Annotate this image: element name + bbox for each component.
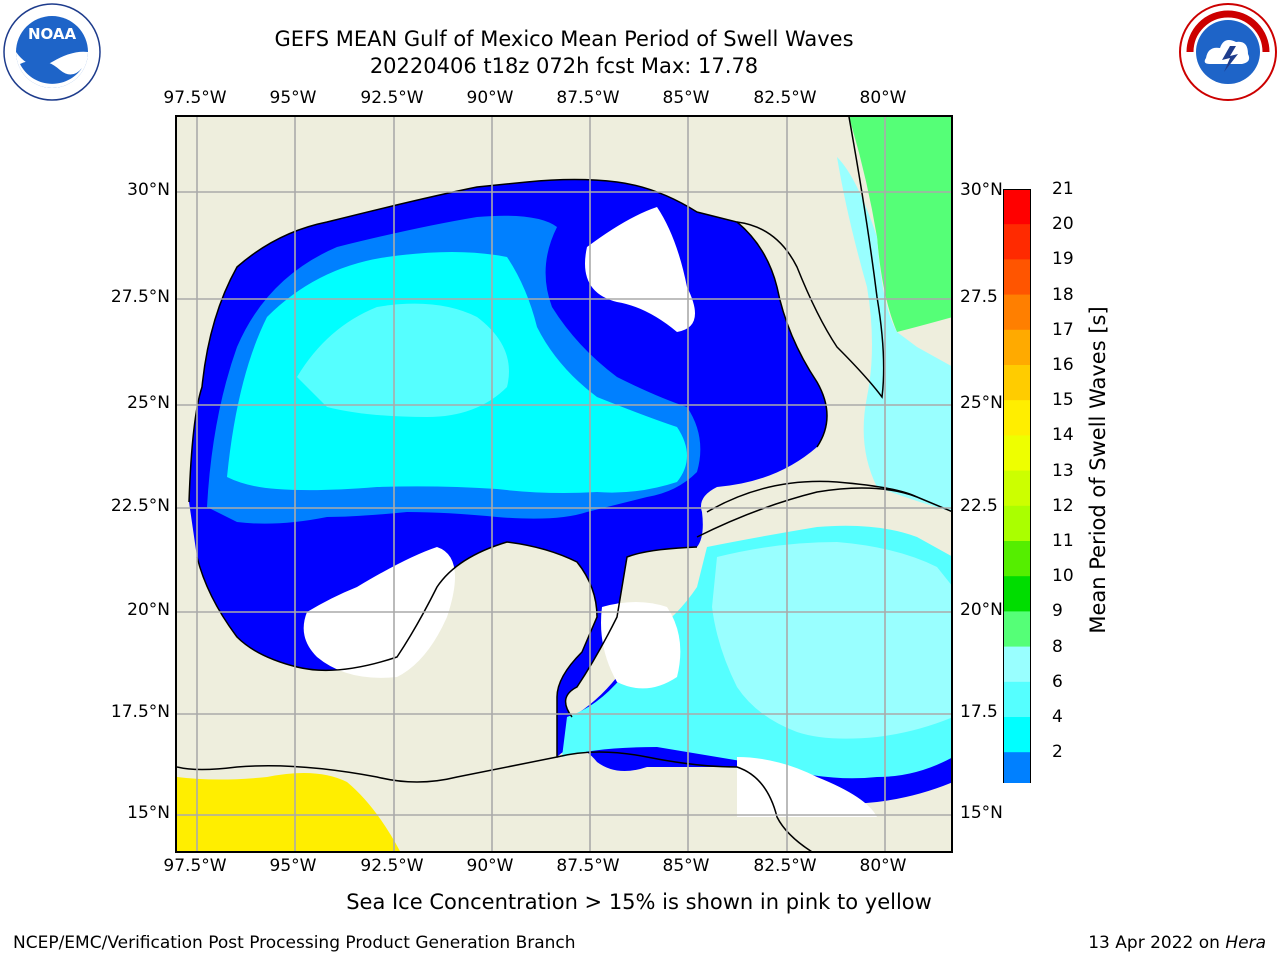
colorbar-band bbox=[1003, 752, 1031, 788]
machine-name: Hera bbox=[1225, 933, 1266, 953]
coastline bbox=[188, 178, 918, 718]
colorbar-band bbox=[1003, 470, 1031, 507]
lat-label-left: 17.5°N bbox=[110, 702, 170, 722]
lon-label-top: 97.5°W bbox=[163, 88, 227, 108]
pacific-swell-field bbox=[177, 773, 400, 851]
colorbar-band bbox=[1003, 259, 1031, 296]
lat-label-left: 22.5°N bbox=[110, 496, 170, 516]
colorbar-tick-label: 15 bbox=[1052, 390, 1074, 411]
lon-label-bottom: 95°W bbox=[269, 856, 317, 876]
ice-note: Sea Ice Concentration > 15% is shown in … bbox=[346, 890, 932, 914]
no-data-gap bbox=[601, 602, 681, 689]
lat-label-right: 17.5 bbox=[960, 702, 998, 722]
colorbar-tick-label: 2 bbox=[1052, 742, 1063, 763]
lon-label-top: 87.5°W bbox=[556, 88, 620, 108]
gulf-light-patch bbox=[297, 303, 509, 417]
lon-label-bottom: 92.5°W bbox=[360, 856, 424, 876]
no-data-gap bbox=[585, 207, 695, 332]
colorbar-tick-label: 17 bbox=[1052, 319, 1074, 340]
map-title: GEFS MEAN Gulf of Mexico Mean Period of … bbox=[274, 27, 854, 51]
colorbar-band bbox=[1003, 189, 1031, 225]
coastline bbox=[556, 751, 813, 851]
lon-label-top: 85°W bbox=[662, 88, 710, 108]
lat-label-left: 15°N bbox=[127, 803, 170, 823]
colorbar-band bbox=[1003, 329, 1031, 366]
map-panel bbox=[175, 115, 953, 853]
credit-text: NCEP/EMC/Verification Post Processing Pr… bbox=[13, 933, 576, 953]
colorbar-tick-label: 19 bbox=[1052, 249, 1074, 270]
colorbar-band bbox=[1003, 294, 1031, 331]
lon-label-bottom: 82.5°W bbox=[753, 856, 817, 876]
noaa-logo: NOAA bbox=[2, 2, 102, 102]
lat-label-right: 27.5 bbox=[960, 287, 998, 307]
lon-label-top: 80°W bbox=[859, 88, 907, 108]
colorbar-band bbox=[1003, 400, 1031, 436]
lat-label-left: 20°N bbox=[127, 600, 170, 620]
colorbar-band bbox=[1003, 611, 1031, 648]
colorbar-band bbox=[1003, 224, 1031, 260]
lat-label-right: 20°N bbox=[960, 600, 1003, 620]
colorbar-band bbox=[1003, 681, 1031, 718]
colorbar-band bbox=[1003, 435, 1031, 472]
lon-label-top: 95°W bbox=[269, 88, 317, 108]
coastline bbox=[736, 117, 885, 399]
lat-label-right: 25°N bbox=[960, 393, 1003, 413]
lat-label-left: 30°N bbox=[127, 180, 170, 200]
colorbar-tick-label: 18 bbox=[1052, 284, 1074, 305]
lon-label-bottom: 85°W bbox=[662, 856, 710, 876]
lon-label-bottom: 80°W bbox=[859, 856, 907, 876]
lon-label-bottom: 90°W bbox=[466, 856, 514, 876]
colorbar bbox=[1002, 189, 1035, 817]
coastline bbox=[696, 487, 951, 538]
atlantic-swell-field bbox=[849, 117, 951, 332]
colorbar-tick-label: 11 bbox=[1052, 531, 1074, 551]
lat-label-left: 25°N bbox=[127, 393, 170, 413]
colorbar-band bbox=[1003, 717, 1031, 753]
colorbar-tick-label: 14 bbox=[1052, 425, 1074, 446]
lon-label-top: 90°W bbox=[466, 88, 514, 108]
colorbar-tick-label: 21 bbox=[1052, 179, 1074, 199]
coastline bbox=[177, 541, 598, 783]
colorbar-tick-label: 6 bbox=[1052, 671, 1063, 692]
colorbar-band bbox=[1003, 541, 1031, 577]
lon-label-bottom: 97.5°W bbox=[163, 856, 227, 876]
colorbar-tick-label: 20 bbox=[1052, 214, 1074, 235]
colorbar-label: Mean Period of Swell Waves [s] bbox=[1086, 306, 1110, 634]
date-text: 13 Apr 2022 on Hera bbox=[1088, 933, 1266, 953]
nws-logo bbox=[1178, 2, 1278, 102]
date-label: 13 Apr 2022 on bbox=[1088, 933, 1226, 953]
colorbar-band bbox=[1003, 646, 1031, 683]
svg-text:NOAA: NOAA bbox=[28, 25, 77, 43]
colorbar-tick-label: 12 bbox=[1052, 495, 1074, 516]
map-subtitle: 20220406 t18z 072h fcst Max: 17.78 bbox=[369, 54, 759, 78]
colorbar-tick-label: 4 bbox=[1052, 707, 1063, 727]
colorbar-tick-label: 13 bbox=[1052, 460, 1074, 481]
colorbar-band bbox=[1003, 365, 1031, 401]
lat-label-left: 27.5°N bbox=[110, 287, 170, 307]
colorbar-scale bbox=[1002, 189, 1032, 817]
colorbar-band bbox=[1003, 505, 1031, 542]
lat-label-right: 22.5 bbox=[960, 496, 998, 516]
caribbean-pale-field bbox=[712, 542, 951, 739]
colorbar-band bbox=[1003, 576, 1031, 612]
colorbar-tick-label: 8 bbox=[1052, 636, 1063, 657]
lon-label-top: 92.5°W bbox=[360, 88, 424, 108]
lat-label-right: 30°N bbox=[960, 180, 1003, 200]
lon-label-bottom: 87.5°W bbox=[556, 856, 620, 876]
gulf-map bbox=[177, 117, 951, 851]
colorbar-tick-label: 9 bbox=[1052, 601, 1063, 622]
lon-label-top: 82.5°W bbox=[753, 88, 817, 108]
lat-label-right: 15°N bbox=[960, 803, 1003, 823]
colorbar-tick-label: 10 bbox=[1052, 566, 1074, 587]
atlantic-pale-field bbox=[837, 157, 951, 512]
colorbar-tick-label: 16 bbox=[1052, 355, 1074, 375]
